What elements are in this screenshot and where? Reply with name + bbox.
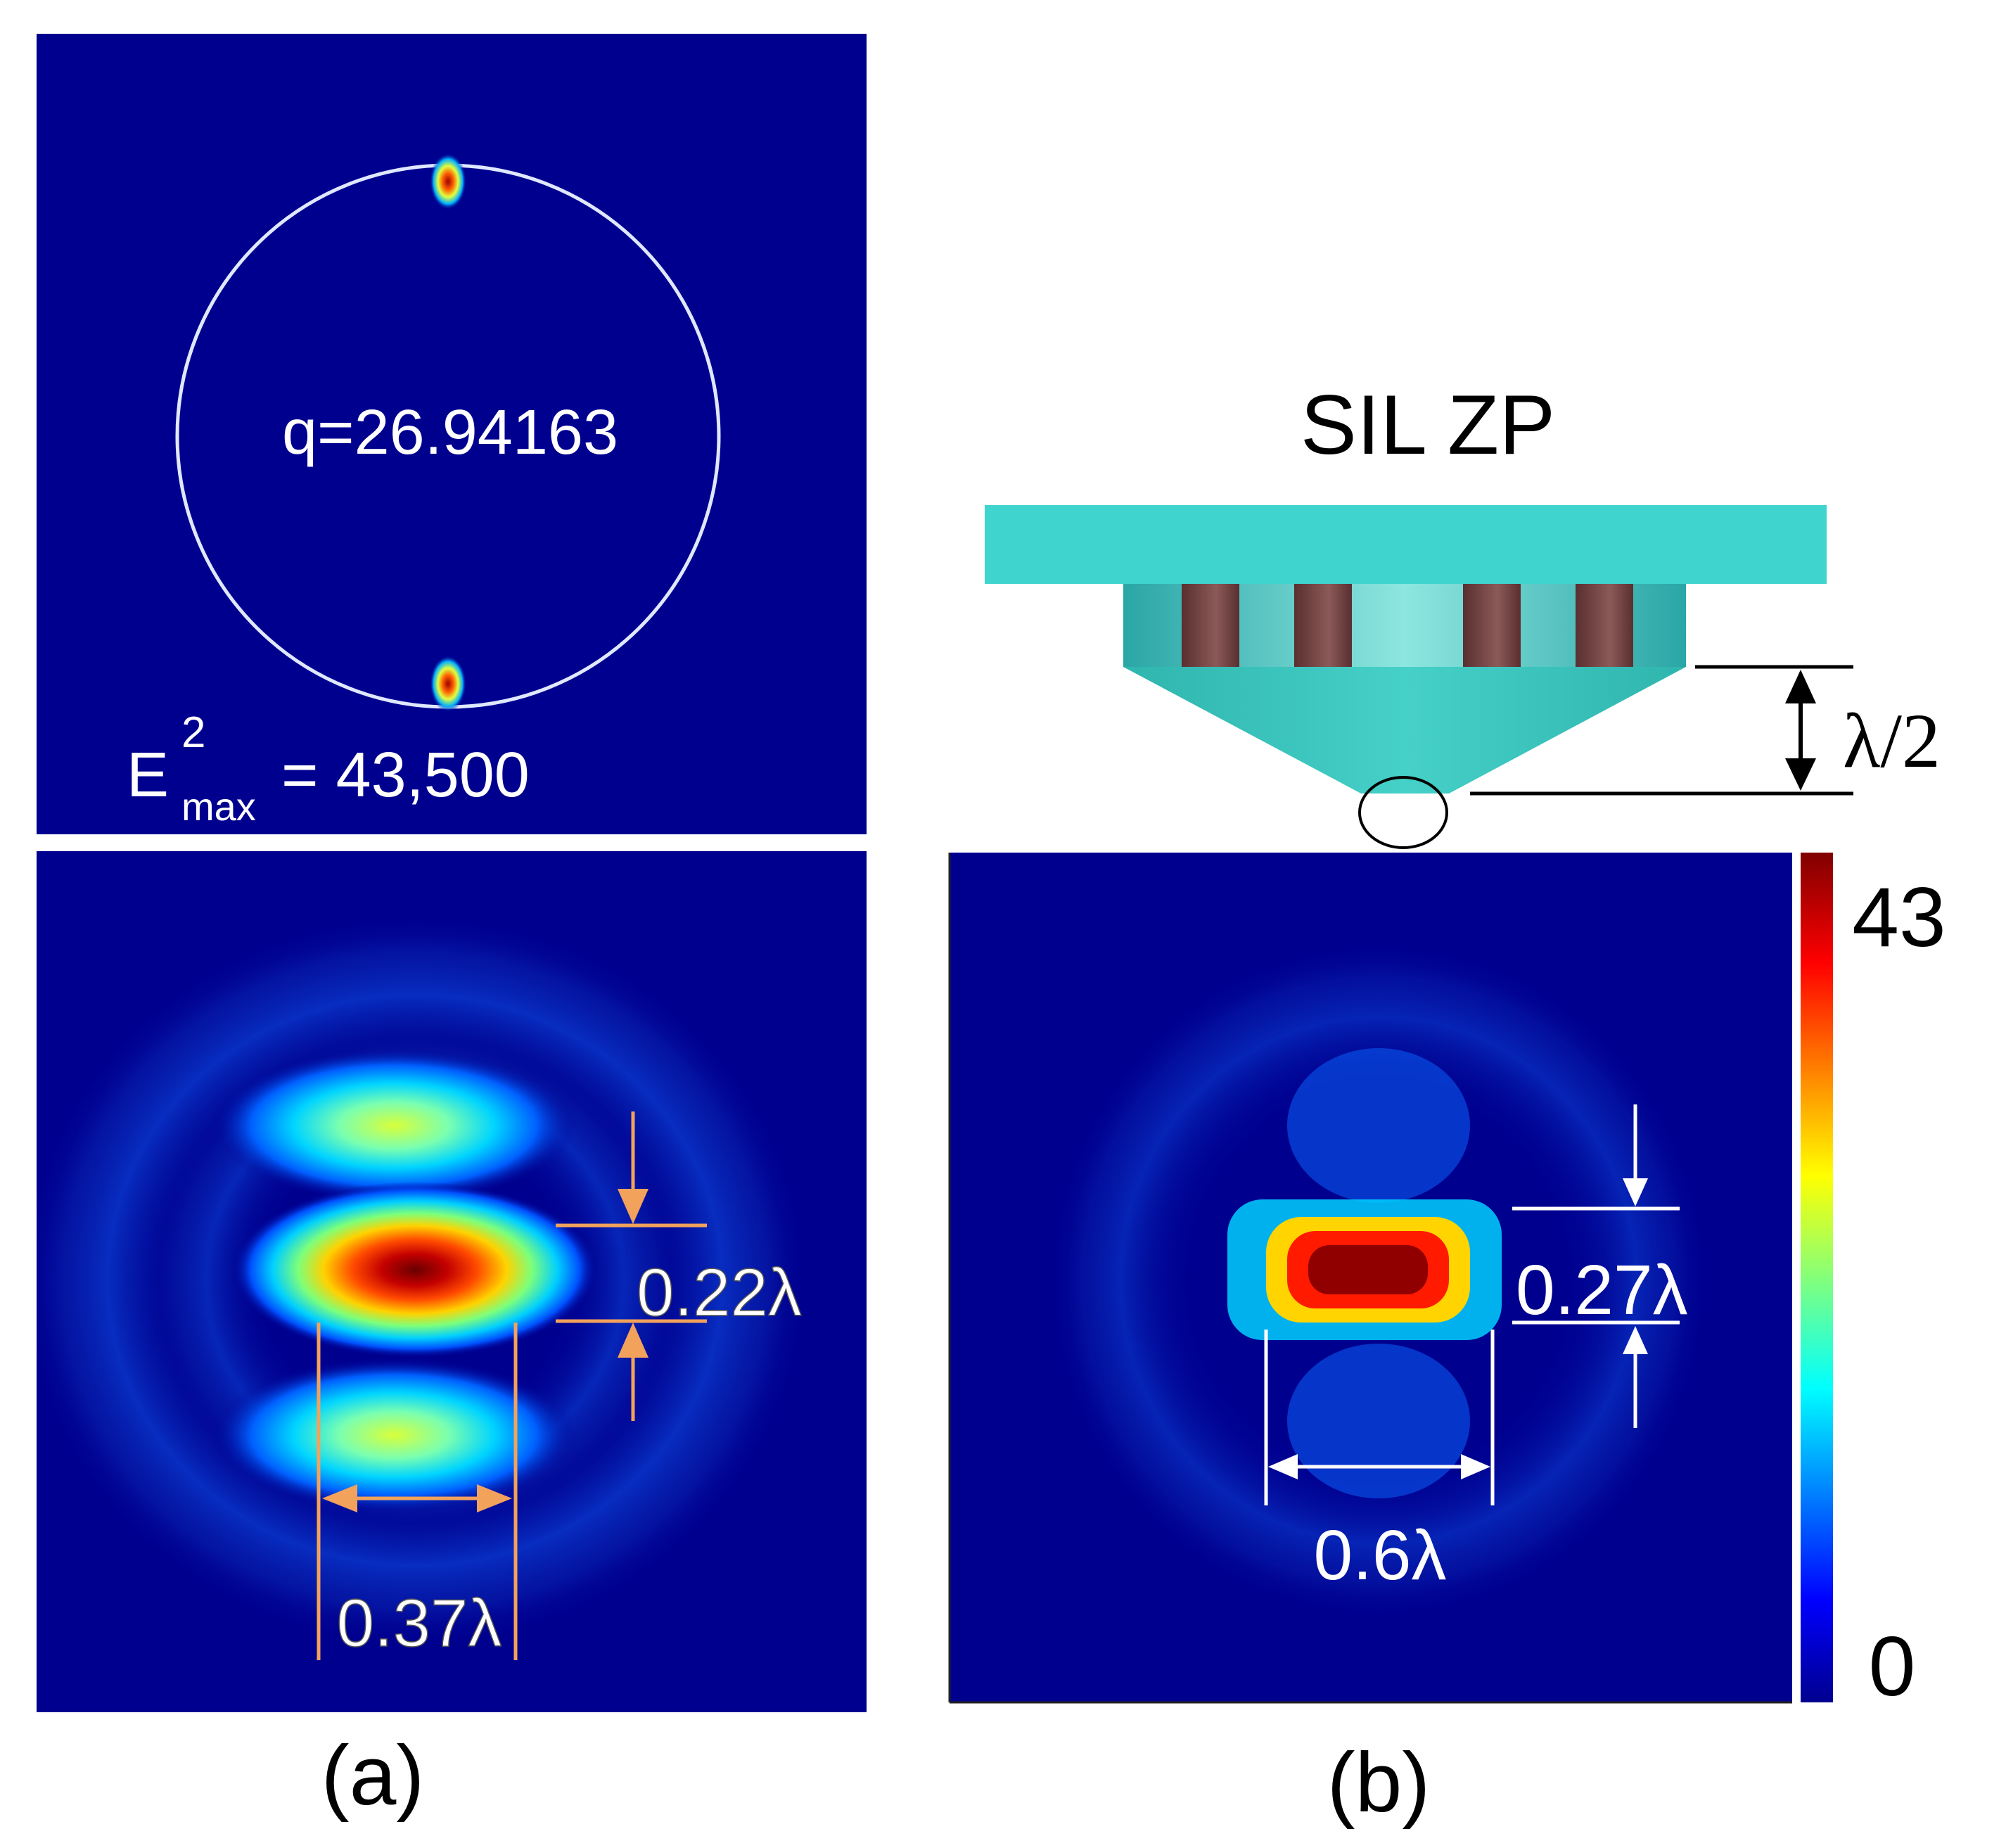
colorbar-max-label: 43 xyxy=(1852,870,1946,964)
emax-prefix: E xyxy=(127,740,169,810)
panel-a-top-map: q=26.94163 E 2 max = 43,500 xyxy=(37,34,867,834)
main-focal-spot xyxy=(232,1182,598,1358)
caption-a: (a) xyxy=(321,1728,425,1823)
b-width-arrow-right-head xyxy=(1461,1454,1490,1479)
sil-zp-schematic: λ/2 xyxy=(985,505,1941,849)
emax-label: E 2 max = 43,500 xyxy=(127,708,530,829)
b-width-arrow-left-head xyxy=(1268,1454,1298,1479)
panel-b-axis-ticks xyxy=(948,853,1792,1704)
a-width-arrow-left-head xyxy=(322,1484,357,1512)
zone-2 xyxy=(1294,584,1352,667)
b-side-lobe-upper xyxy=(1287,1048,1470,1203)
b-height-label: 0.27λ xyxy=(1516,1251,1688,1330)
colorbar-gradient xyxy=(1801,853,1833,1702)
colorbar-min-label: 0 xyxy=(1869,1619,1916,1714)
colorbar: 43 0 xyxy=(1801,853,1946,1714)
q-factor-text: q=26.94163 xyxy=(282,397,618,468)
a-height-arrow-top-head xyxy=(618,1189,649,1224)
hotspot-bottom xyxy=(430,656,466,712)
emax-superscript: 2 xyxy=(181,708,205,757)
b-width-label: 0.6λ xyxy=(1313,1516,1446,1595)
b-side-lobe-lower xyxy=(1287,1344,1470,1498)
panel-b-focal-map xyxy=(950,853,1792,1702)
a-height-label: 0.22λ xyxy=(637,1255,802,1330)
sil-cone xyxy=(1123,667,1686,794)
zone-1 xyxy=(1182,584,1239,667)
panel-a-focal-map xyxy=(37,851,867,1712)
panel-b-title: SIL ZP xyxy=(1301,378,1555,472)
panel-a-annotations: 0.22λ 0.37λ xyxy=(317,1111,803,1662)
a-height-arrow-bottom-head xyxy=(618,1323,649,1358)
thickness-label: λ/2 xyxy=(1843,698,1941,784)
thickness-arrow-top-head xyxy=(1785,670,1816,703)
zone-3 xyxy=(1463,584,1521,667)
side-lobe-upper xyxy=(211,1048,577,1203)
b-spot-peak xyxy=(1308,1245,1428,1294)
hotspot-top xyxy=(430,153,466,210)
side-lobe-lower xyxy=(211,1358,577,1512)
b-height-arrow-bottom-head xyxy=(1623,1326,1648,1354)
zone-4 xyxy=(1576,584,1633,667)
b-height-arrow-top-head xyxy=(1623,1178,1648,1206)
thickness-arrow-bottom-head xyxy=(1785,758,1816,791)
panel-b-annotations: 0.27λ 0.6λ xyxy=(1264,1104,1688,1595)
a-width-label: 0.37λ xyxy=(337,1586,502,1661)
caption-b: (b) xyxy=(1327,1735,1431,1830)
tip-highlight-circle xyxy=(1358,776,1448,849)
a-width-arrow-right-head xyxy=(477,1484,512,1512)
substrate xyxy=(985,505,1827,584)
emax-subscript: max xyxy=(181,784,256,829)
emax-value: = 43,500 xyxy=(281,740,530,810)
